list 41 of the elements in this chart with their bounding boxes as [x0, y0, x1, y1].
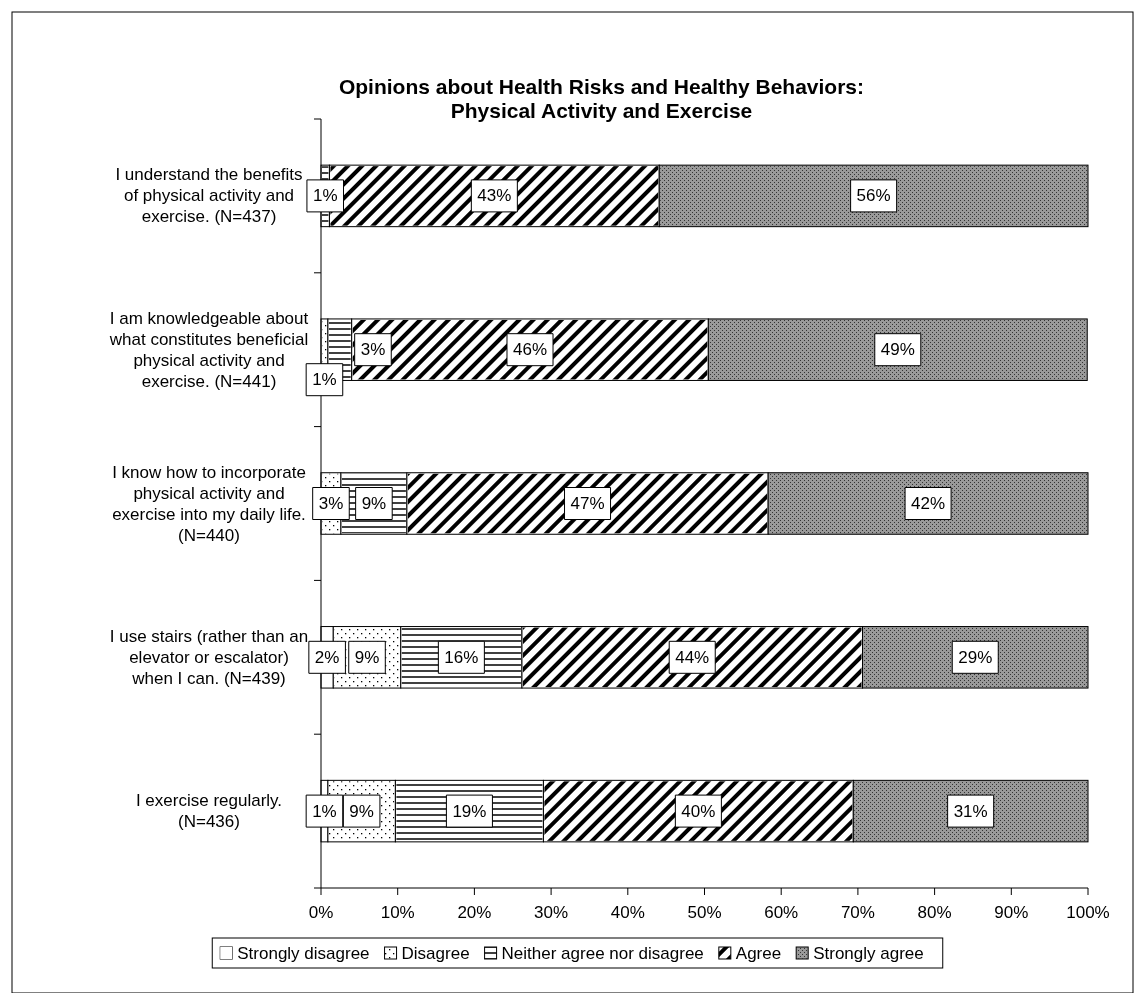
y-tick-label: I understand the benefits of physical activity and exercise. (N=437): [115, 165, 303, 227]
legend-label: Strongly agree: [813, 943, 924, 963]
data-label: 1%: [312, 370, 337, 390]
data-label: 1%: [312, 186, 338, 206]
x-tick-label: 40%: [610, 903, 645, 922]
x-tick-label: 60%: [764, 903, 799, 922]
data-label: 47%: [570, 494, 605, 513]
data-label: 43%: [477, 186, 512, 206]
data-label: 9%: [361, 494, 387, 513]
x-tick-label: 0%: [308, 903, 334, 922]
data-label: 3%: [318, 494, 344, 513]
data-label: 44%: [675, 647, 710, 667]
data-label: 9%: [349, 801, 374, 821]
data-label: 29%: [958, 647, 993, 667]
data-label: 31%: [953, 801, 988, 821]
data-label: 42%: [911, 494, 946, 513]
x-tick-label: 80%: [917, 903, 952, 922]
y-tick-label: I exercise regularly. (N=436): [135, 791, 283, 832]
data-label: 9%: [354, 647, 380, 667]
x-tick-label: 30%: [534, 903, 569, 922]
data-label: 19%: [452, 801, 487, 821]
x-tick-label: 70%: [840, 903, 875, 922]
legend-label: Disagree: [401, 943, 470, 963]
data-label: 3%: [360, 340, 386, 360]
y-tick-label: I know how to incorporate physical activity and exercise into my daily life. (N=440): [112, 462, 306, 545]
x-tick-label: 90%: [994, 903, 1029, 922]
data-label: 40%: [681, 801, 716, 821]
x-tick-label: 20%: [457, 903, 492, 922]
x-tick-label: 100%: [1066, 903, 1110, 922]
data-label: 56%: [856, 186, 891, 206]
legend-label: Strongly disagree: [237, 943, 370, 963]
data-label: 46%: [512, 340, 548, 360]
chart-title: Opinions about Health Risks and Healthy Behaviors: Physical Activity and Exercise: [338, 75, 865, 122]
x-tick-label: 10%: [380, 903, 415, 922]
y-tick-label: I use stairs (rather than an elevator or escalator) when I can. (N=439): [109, 626, 309, 688]
legend-label: Neither agree nor disagree: [501, 943, 704, 963]
legend-label: Agree: [735, 943, 782, 963]
data-label: 16%: [444, 647, 479, 667]
y-tick-label: I am knowledgeable about what constitutes beneficial physical activity and exercise. (N=441): [108, 308, 309, 391]
x-tick-label: 50%: [687, 903, 722, 922]
data-label: 49%: [880, 340, 915, 360]
